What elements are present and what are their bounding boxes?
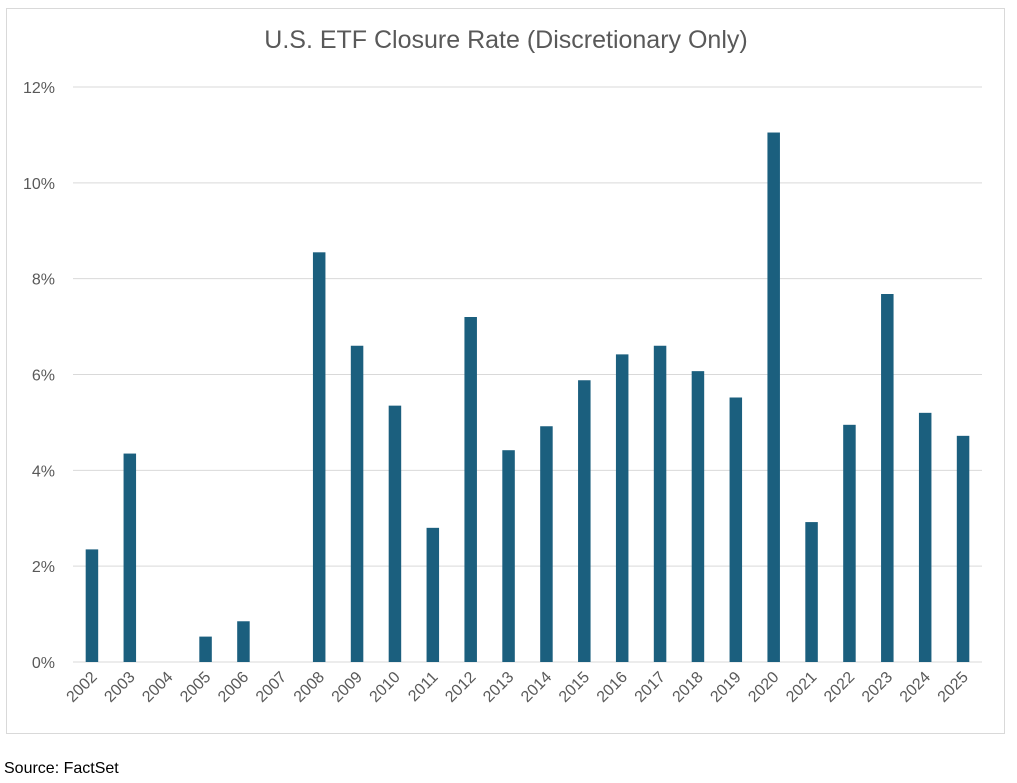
bar-2010 — [388, 405, 402, 662]
bar-2016 — [615, 354, 629, 662]
x-tick-label: 2011 — [405, 669, 441, 705]
bar-2008 — [312, 252, 326, 662]
x-tick-label: 2009 — [329, 669, 366, 706]
y-tick-label: 2% — [32, 559, 55, 576]
x-tick-label: 2002 — [64, 669, 101, 706]
x-tick-label: 2019 — [707, 669, 744, 706]
bar-2014 — [540, 426, 553, 662]
x-tick-label: 2013 — [480, 669, 517, 706]
bar-2015 — [578, 380, 591, 662]
y-tick-label: 0% — [32, 655, 55, 672]
chart-title: U.S. ETF Closure Rate (Discretionary Onl… — [264, 26, 748, 54]
bar-2006 — [237, 621, 250, 662]
bar-2022 — [843, 424, 856, 662]
x-tick-label: 2004 — [139, 669, 176, 706]
x-tick-label: 2018 — [670, 669, 707, 706]
x-tick-label: 2022 — [821, 669, 858, 706]
y-tick-label: 8% — [32, 272, 55, 289]
x-tick-label: 2003 — [101, 669, 138, 706]
bar-2013 — [502, 450, 515, 662]
bar-2009 — [350, 345, 364, 662]
bar-2017 — [653, 345, 667, 662]
x-tick-label: 2007 — [253, 669, 290, 706]
bar-2023 — [881, 294, 894, 662]
bar-2019 — [729, 397, 743, 662]
bar-2020 — [767, 132, 780, 663]
source-note: Source: FactSet — [4, 760, 119, 777]
x-tick-label: 2025 — [935, 669, 972, 706]
x-tick-label: 2005 — [177, 669, 214, 706]
y-tick-label: 10% — [23, 176, 55, 193]
x-tick-label: 2023 — [859, 669, 896, 706]
bar-2002 — [85, 549, 99, 662]
y-tick-label: 4% — [32, 463, 55, 480]
bar-2011 — [426, 527, 440, 662]
x-tick-label: 2008 — [291, 669, 328, 706]
x-tick-label: 2006 — [215, 669, 252, 706]
bar-2005 — [199, 636, 212, 662]
y-tick-label: 6% — [32, 368, 55, 385]
x-tick-label: 2012 — [442, 669, 479, 706]
x-tick-label: 2024 — [897, 669, 934, 706]
x-tick-label: 2010 — [367, 669, 404, 706]
x-tick-label: 2015 — [556, 669, 593, 706]
x-tick-label: 2014 — [518, 669, 555, 706]
x-tick-label: 2017 — [632, 669, 669, 706]
y-tick-label: 12% — [23, 80, 55, 97]
bar-2021 — [805, 522, 818, 662]
x-tick-label: 2021 — [783, 669, 820, 706]
bar-2012 — [464, 317, 477, 662]
bar-2024 — [918, 412, 932, 662]
x-tick-label: 2016 — [594, 669, 631, 706]
bar-2018 — [691, 371, 705, 662]
x-tick-label: 2020 — [745, 669, 782, 706]
bar-2025 — [956, 435, 970, 662]
bar-2003 — [123, 453, 137, 662]
